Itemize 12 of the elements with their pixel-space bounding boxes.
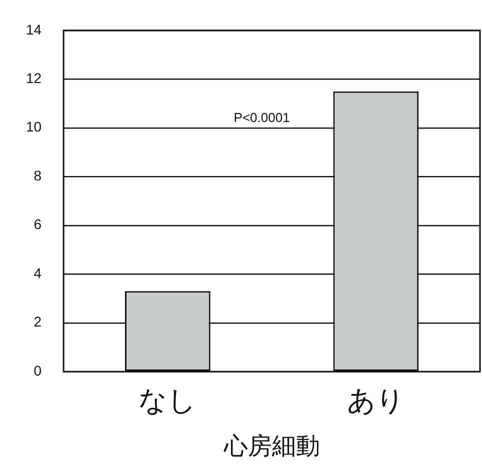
y-tick-label: 8: [34, 167, 42, 184]
y-tick-label: 0: [34, 362, 42, 378]
y-tick-label: 14: [26, 21, 42, 38]
y-tick-label: 2: [34, 314, 42, 330]
annotation: P<0.0001: [234, 110, 290, 125]
y-tick-label: 4: [34, 264, 42, 281]
y-tick-label: 10: [26, 118, 42, 135]
x-axis-title: 心房細動: [222, 433, 320, 460]
y-tick-label: 12: [26, 70, 42, 86]
y-tick-label: 6: [34, 216, 42, 232]
x-tick-label: あり: [346, 385, 405, 416]
x-tick-label: なし: [138, 385, 197, 416]
